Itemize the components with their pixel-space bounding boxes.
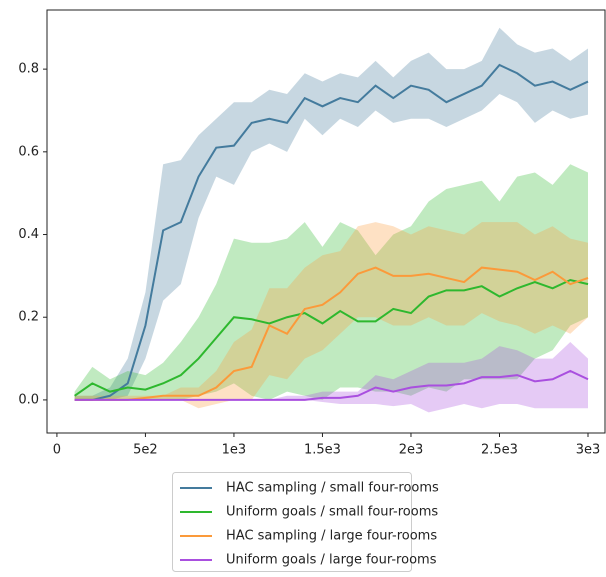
y-tick-label: 0.8 (18, 62, 39, 77)
x-tick-label: 2e3 (399, 443, 424, 458)
x-tick-label: 2.5e3 (481, 443, 518, 458)
y-tick-label: 0.0 (18, 392, 39, 407)
series-line (74, 63, 589, 401)
series-line (74, 278, 589, 397)
x-tick-label: 3e3 (576, 443, 601, 458)
confidence-band (74, 27, 589, 400)
x-tick-label: 1.5e3 (304, 443, 341, 458)
series-line (74, 266, 589, 401)
legend-label: Uniform goals / small four-rooms (226, 505, 438, 520)
y-tick-label: 0.4 (18, 227, 39, 242)
x-tick-label: 0 (53, 443, 61, 458)
legend-label: HAC sampling / large four-rooms (226, 529, 437, 544)
legend-label: HAC sampling / small four-rooms (226, 481, 439, 496)
plot-frame (46, 9, 606, 434)
series-line (74, 369, 589, 401)
confidence-band (74, 342, 589, 413)
confidence-band (74, 222, 589, 409)
x-tick-label: 5e2 (133, 443, 158, 458)
confidence-band (74, 164, 589, 400)
y-tick-label: 0.2 (18, 310, 39, 325)
legend-label: Uniform goals / large four-rooms (226, 553, 437, 568)
y-tick-label: 0.6 (18, 144, 39, 159)
x-tick-label: 1e3 (222, 443, 247, 458)
legend-box (172, 472, 412, 572)
